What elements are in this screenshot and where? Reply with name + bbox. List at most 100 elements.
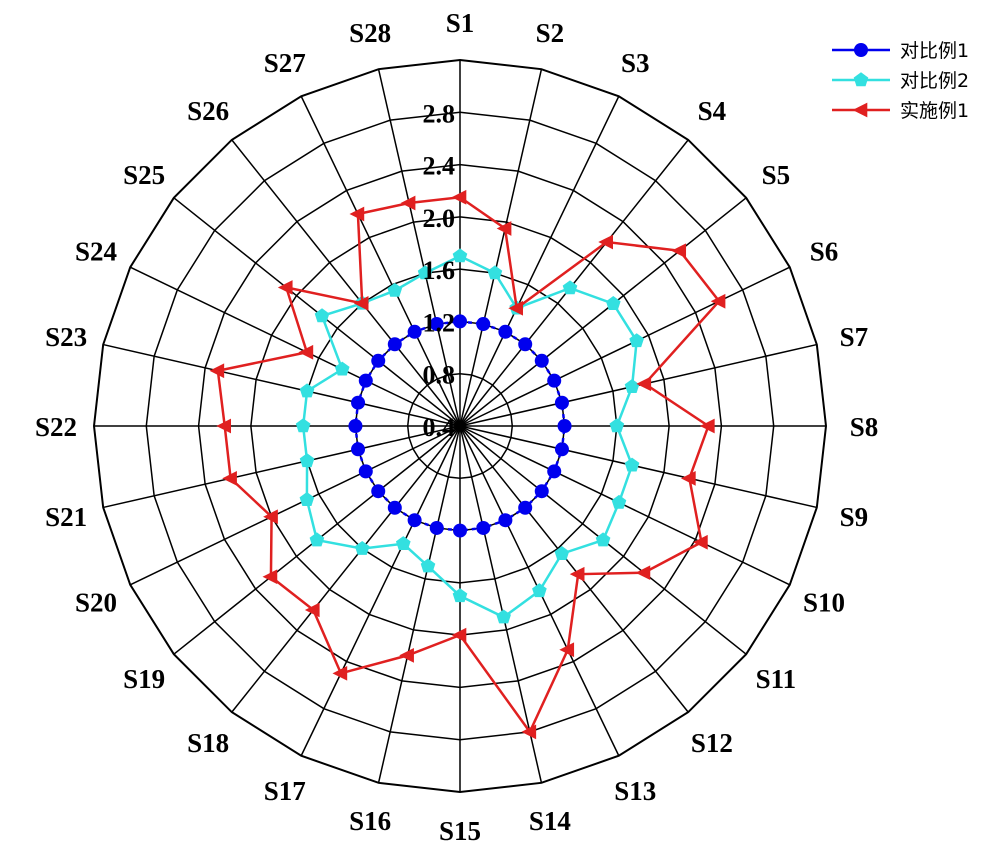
data-point	[430, 521, 444, 535]
category-label: S28	[349, 18, 391, 48]
category-label: S16	[349, 806, 391, 836]
series-layer	[209, 190, 725, 739]
data-point	[452, 190, 467, 205]
data-point	[612, 495, 627, 509]
data-point	[547, 464, 561, 478]
data-point	[335, 362, 350, 376]
series-line	[303, 256, 637, 617]
category-label: S15	[439, 816, 481, 846]
radial-tick-labels: 0.4 0.8 1.2 1.6 2.0 2.4 2.8	[423, 99, 456, 442]
data-point	[300, 453, 315, 467]
radial-tick-label: 1.2	[423, 308, 456, 337]
data-point	[348, 419, 362, 433]
legend-item: 对比例2	[832, 70, 969, 92]
data-point	[296, 418, 311, 432]
data-point	[371, 484, 385, 498]
data-point	[555, 396, 569, 410]
data-point	[452, 628, 467, 643]
legend-label: 对比例2	[900, 70, 969, 92]
category-label: S11	[756, 664, 797, 694]
category-label: S18	[187, 728, 229, 758]
radial-tick-label: 2.8	[423, 99, 456, 128]
category-label: S24	[75, 237, 117, 267]
grid-spoke	[301, 426, 460, 756]
grid-spoke	[379, 426, 460, 783]
grid-spoke	[460, 140, 688, 426]
grid-spoke	[460, 69, 541, 426]
data-point	[359, 374, 373, 388]
category-label: S14	[529, 806, 571, 836]
category-label: S12	[691, 728, 733, 758]
radial-tick-label: 0.8	[423, 361, 456, 390]
grid-spoke	[130, 267, 460, 426]
data-point	[396, 536, 411, 550]
radial-tick-label: 1.6	[423, 256, 456, 285]
category-label: S19	[123, 664, 165, 694]
data-point	[310, 532, 325, 546]
grid-spoke	[130, 426, 460, 585]
data-point	[315, 308, 330, 322]
category-label: S2	[536, 18, 565, 48]
category-label: S10	[803, 587, 845, 617]
category-label: S17	[264, 776, 306, 806]
series-3	[209, 190, 725, 739]
data-point	[300, 492, 315, 506]
grid-spoke	[174, 198, 460, 426]
data-point	[558, 419, 572, 433]
category-label: S6	[810, 237, 839, 267]
category-label: S5	[762, 160, 791, 190]
data-point	[629, 333, 644, 347]
data-point	[498, 325, 512, 339]
radial-tick-label: 2.0	[423, 204, 456, 233]
legend-marker	[853, 103, 868, 118]
data-point	[488, 265, 503, 279]
grid-spoke	[460, 198, 746, 426]
legend-label: 实施例1	[900, 100, 969, 122]
grid-spoke	[103, 426, 460, 507]
grid-spoke	[460, 96, 619, 426]
radial-tick-label: 0.4	[423, 413, 456, 442]
data-point	[388, 337, 402, 351]
data-point	[625, 458, 640, 472]
data-point	[547, 374, 561, 388]
data-point	[535, 354, 549, 368]
data-point	[625, 379, 640, 393]
category-label: S3	[621, 48, 650, 78]
data-point	[496, 609, 511, 623]
category-label: S25	[123, 160, 165, 190]
category-label: S8	[850, 412, 879, 442]
category-label: S21	[45, 502, 87, 532]
data-point	[300, 383, 315, 397]
data-point	[350, 207, 365, 222]
legend-marker	[854, 72, 869, 86]
data-point	[371, 354, 385, 368]
category-label: S20	[75, 587, 117, 617]
radar-grid	[94, 60, 826, 792]
legend-item: 对比例1	[832, 40, 969, 62]
data-point	[388, 501, 402, 515]
legend: 对比例1 对比例2 实施例1	[832, 40, 969, 122]
data-point	[518, 337, 532, 351]
grid-spoke	[460, 426, 688, 712]
data-point	[453, 524, 467, 538]
data-point	[606, 296, 621, 310]
category-label: S13	[614, 776, 656, 806]
data-point	[535, 484, 549, 498]
data-point	[453, 314, 467, 328]
category-label: S9	[840, 502, 869, 532]
data-point	[596, 532, 611, 546]
data-point	[209, 363, 224, 378]
legend-marker	[854, 43, 868, 57]
data-point	[476, 317, 490, 331]
radial-tick-label: 2.4	[423, 152, 456, 181]
category-label: S23	[45, 322, 87, 352]
data-point	[476, 521, 490, 535]
grid-spoke	[460, 426, 817, 507]
data-point	[387, 283, 402, 297]
category-label: S22	[35, 412, 77, 442]
data-point	[408, 513, 422, 527]
category-label: S7	[840, 322, 869, 352]
data-point	[636, 376, 651, 391]
data-point	[498, 513, 512, 527]
